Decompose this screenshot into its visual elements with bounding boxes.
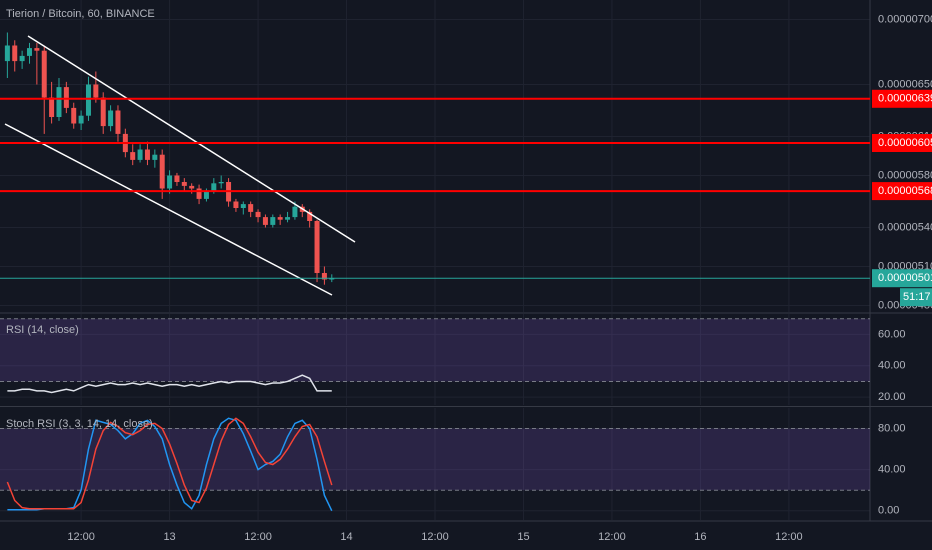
candle-body [196,188,202,199]
x-tick-label: 12:00 [775,531,803,543]
candle-body [307,211,313,221]
candle-body [144,149,150,160]
candle-body [329,278,335,280]
y-tick-label: 40.00 [878,464,906,476]
y-tick-label: 0.00000580 [878,169,932,181]
channel-line [27,35,356,243]
level-label: 0.00000639 [878,93,932,105]
band [0,428,870,491]
y-tick-label: 0.00000540 [878,221,932,233]
candle-body [63,87,69,108]
candle-body [159,154,165,189]
level-badge [872,182,932,201]
candle-body [71,107,77,124]
candle-body [26,48,32,56]
candle-body [233,201,239,208]
y-tick-label: 20.00 [878,391,906,403]
y-tick-label: 60.00 [878,328,906,340]
level-badge [872,89,932,108]
candle-body [41,50,47,98]
panel-title: Stoch RSI (3, 3, 14, 14, close) [6,418,153,430]
countdown-label: 51:17 [903,291,931,303]
candle-body [181,182,187,186]
candle-body [34,48,40,51]
y-tick-label: 0.00000700 [878,13,932,25]
level-label: 0.00000605 [878,137,932,149]
y-tick-label: 80.00 [878,422,906,434]
x-tick-label: 16 [694,531,706,543]
y-tick-label: 0.00000650 [878,78,932,90]
candle-body [12,45,18,62]
candle-body [262,217,268,225]
candle-body [100,97,106,127]
x-tick-label: 12:00 [421,531,449,543]
candle-body [211,183,217,192]
candle-body [321,273,327,280]
x-tick-label: 12:00 [67,531,95,543]
level-label: 0.00000568 [878,185,932,197]
candle-body [255,211,261,218]
candle-body [167,175,173,189]
candle-body [314,221,320,273]
candle-body [270,217,276,225]
candle-body [285,217,291,220]
candle-body [218,182,224,184]
x-tick-label: 12:00 [598,531,626,543]
last-label: 0.00000501 [878,272,932,284]
candle-body [292,206,298,218]
y-tick-label: 0.00 [878,505,899,517]
last-badge [872,269,932,288]
series-line [7,374,332,394]
candle-body [130,152,136,160]
candle-body [56,87,62,117]
candle-body [240,204,246,208]
candle-body [115,110,121,134]
x-tick-label: 14 [340,531,352,543]
band [0,318,870,382]
candle-body [137,149,143,160]
candle-body [93,84,99,98]
candle-body [108,110,114,127]
series-line [6,417,333,510]
x-tick-label: 13 [163,531,175,543]
candle-body [78,115,84,124]
x-tick-label: 15 [517,531,529,543]
y-tick-label: 40.00 [878,360,906,372]
panel-title: RSI (14, close) [6,324,79,336]
candle-body [248,204,254,212]
candle-body [189,185,195,189]
panel-title: Tierion / Bitcoin, 60, BINANCE [6,8,155,20]
candle-body [49,97,55,117]
candle-body [85,84,91,116]
level-badge [872,134,932,152]
candle-body [277,217,283,220]
x-tick-label: 12:00 [244,531,272,543]
candle-body [203,191,209,199]
candle-body [19,55,25,62]
candle-body [152,154,158,160]
candle-body [174,175,180,182]
candle-body [4,45,10,62]
countdown-badge [900,288,932,307]
channel-line [4,123,333,296]
